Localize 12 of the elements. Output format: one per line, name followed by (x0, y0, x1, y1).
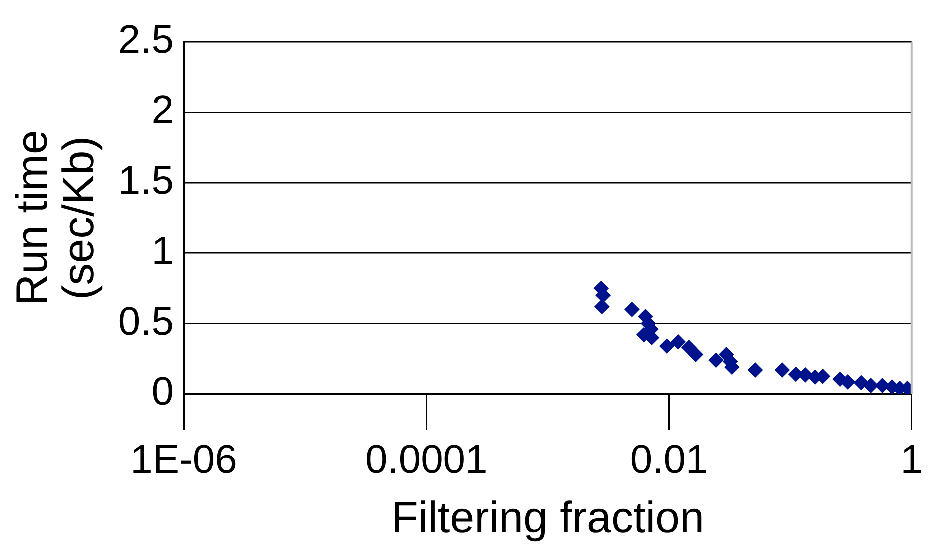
x-tick-label: 0.0001 (365, 438, 488, 482)
y-tick-label: 1.5 (118, 158, 174, 203)
x-axis-title: Filtering fraction (391, 494, 704, 543)
y-tick-label: 2.5 (118, 18, 174, 62)
y-tick-label: 0.5 (118, 300, 174, 344)
x-tick-label: 1 (900, 438, 923, 482)
x-tick-label: 0.01 (630, 438, 708, 482)
y-axis-title: Run time (sec/Kb) (8, 130, 104, 306)
y-tick-label: 1 (152, 229, 174, 274)
x-tick-label: 1E-06 (130, 438, 238, 482)
y-tick-label: 2 (152, 88, 174, 132)
y-tick-label: 0 (152, 370, 174, 414)
